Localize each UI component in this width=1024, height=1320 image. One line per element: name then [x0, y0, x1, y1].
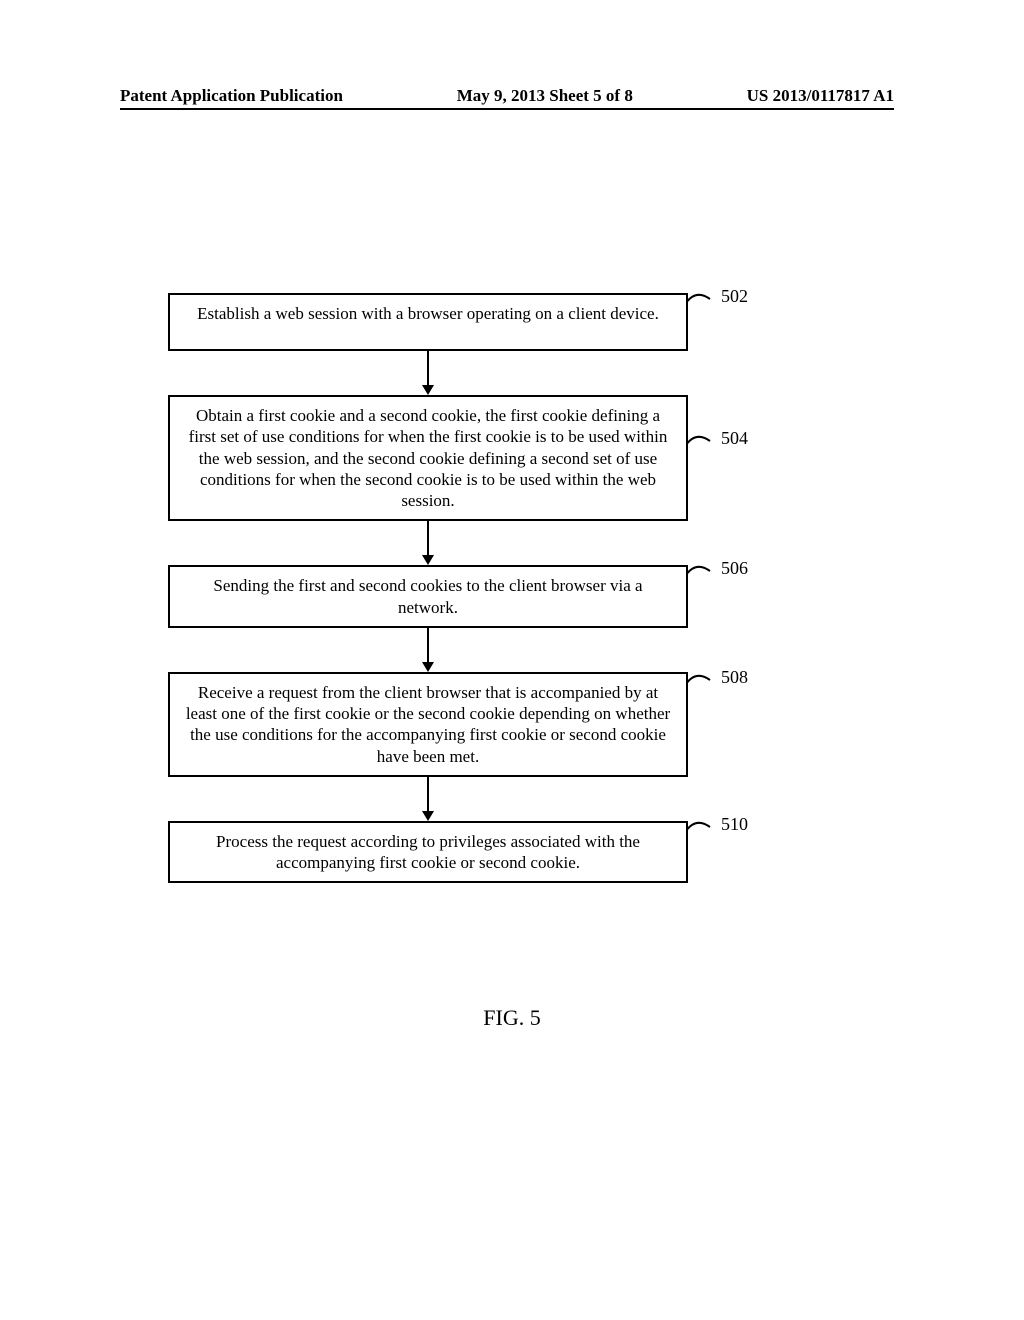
arrowhead-icon [422, 811, 434, 821]
ref-mark-502 [686, 291, 712, 312]
ref-label-508: 508 [721, 666, 748, 689]
ref-mark-510 [686, 819, 712, 840]
header-right: US 2013/0117817 A1 [747, 86, 894, 106]
ref-mark-506 [686, 563, 712, 584]
arrowhead-icon [422, 555, 434, 565]
step-502-box: Establish a web session with a browser o… [168, 293, 688, 351]
step-508-box: Receive a request from the client browse… [168, 672, 688, 777]
connector-502-504 [168, 351, 688, 395]
header-left: Patent Application Publication [120, 86, 343, 106]
ref-label-504: 504 [721, 427, 748, 450]
page: Patent Application Publication May 9, 20… [0, 0, 1024, 1320]
connector-506-508 [168, 628, 688, 672]
connector-504-506 [168, 521, 688, 565]
ref-label-502: 502 [721, 285, 748, 308]
connector-line [427, 351, 429, 385]
page-header: Patent Application Publication May 9, 20… [120, 86, 894, 106]
step-510-text: Process the request according to privile… [216, 832, 640, 872]
step-508-text: Receive a request from the client browse… [186, 683, 670, 766]
step-502-text: Establish a web session with a browser o… [197, 304, 659, 323]
connector-508-510 [168, 777, 688, 821]
ref-mark-504 [686, 433, 712, 454]
arrowhead-icon [422, 385, 434, 395]
figure-caption: FIG. 5 [0, 1005, 1024, 1031]
step-504-text: Obtain a first cookie and a second cooki… [189, 406, 668, 510]
step-506-box: Sending the first and second cookies to … [168, 565, 688, 628]
ref-mark-508 [686, 672, 712, 693]
arrowhead-icon [422, 662, 434, 672]
step-510-box: Process the request according to privile… [168, 821, 688, 884]
header-center: May 9, 2013 Sheet 5 of 8 [457, 86, 633, 106]
header-rule [120, 108, 894, 110]
connector-line [427, 521, 429, 555]
ref-label-510: 510 [721, 813, 748, 836]
connector-line [427, 777, 429, 811]
step-504-box: Obtain a first cookie and a second cooki… [168, 395, 688, 521]
flowchart: Establish a web session with a browser o… [168, 293, 688, 883]
step-506-text: Sending the first and second cookies to … [213, 576, 642, 616]
ref-label-506: 506 [721, 557, 748, 580]
connector-line [427, 628, 429, 662]
